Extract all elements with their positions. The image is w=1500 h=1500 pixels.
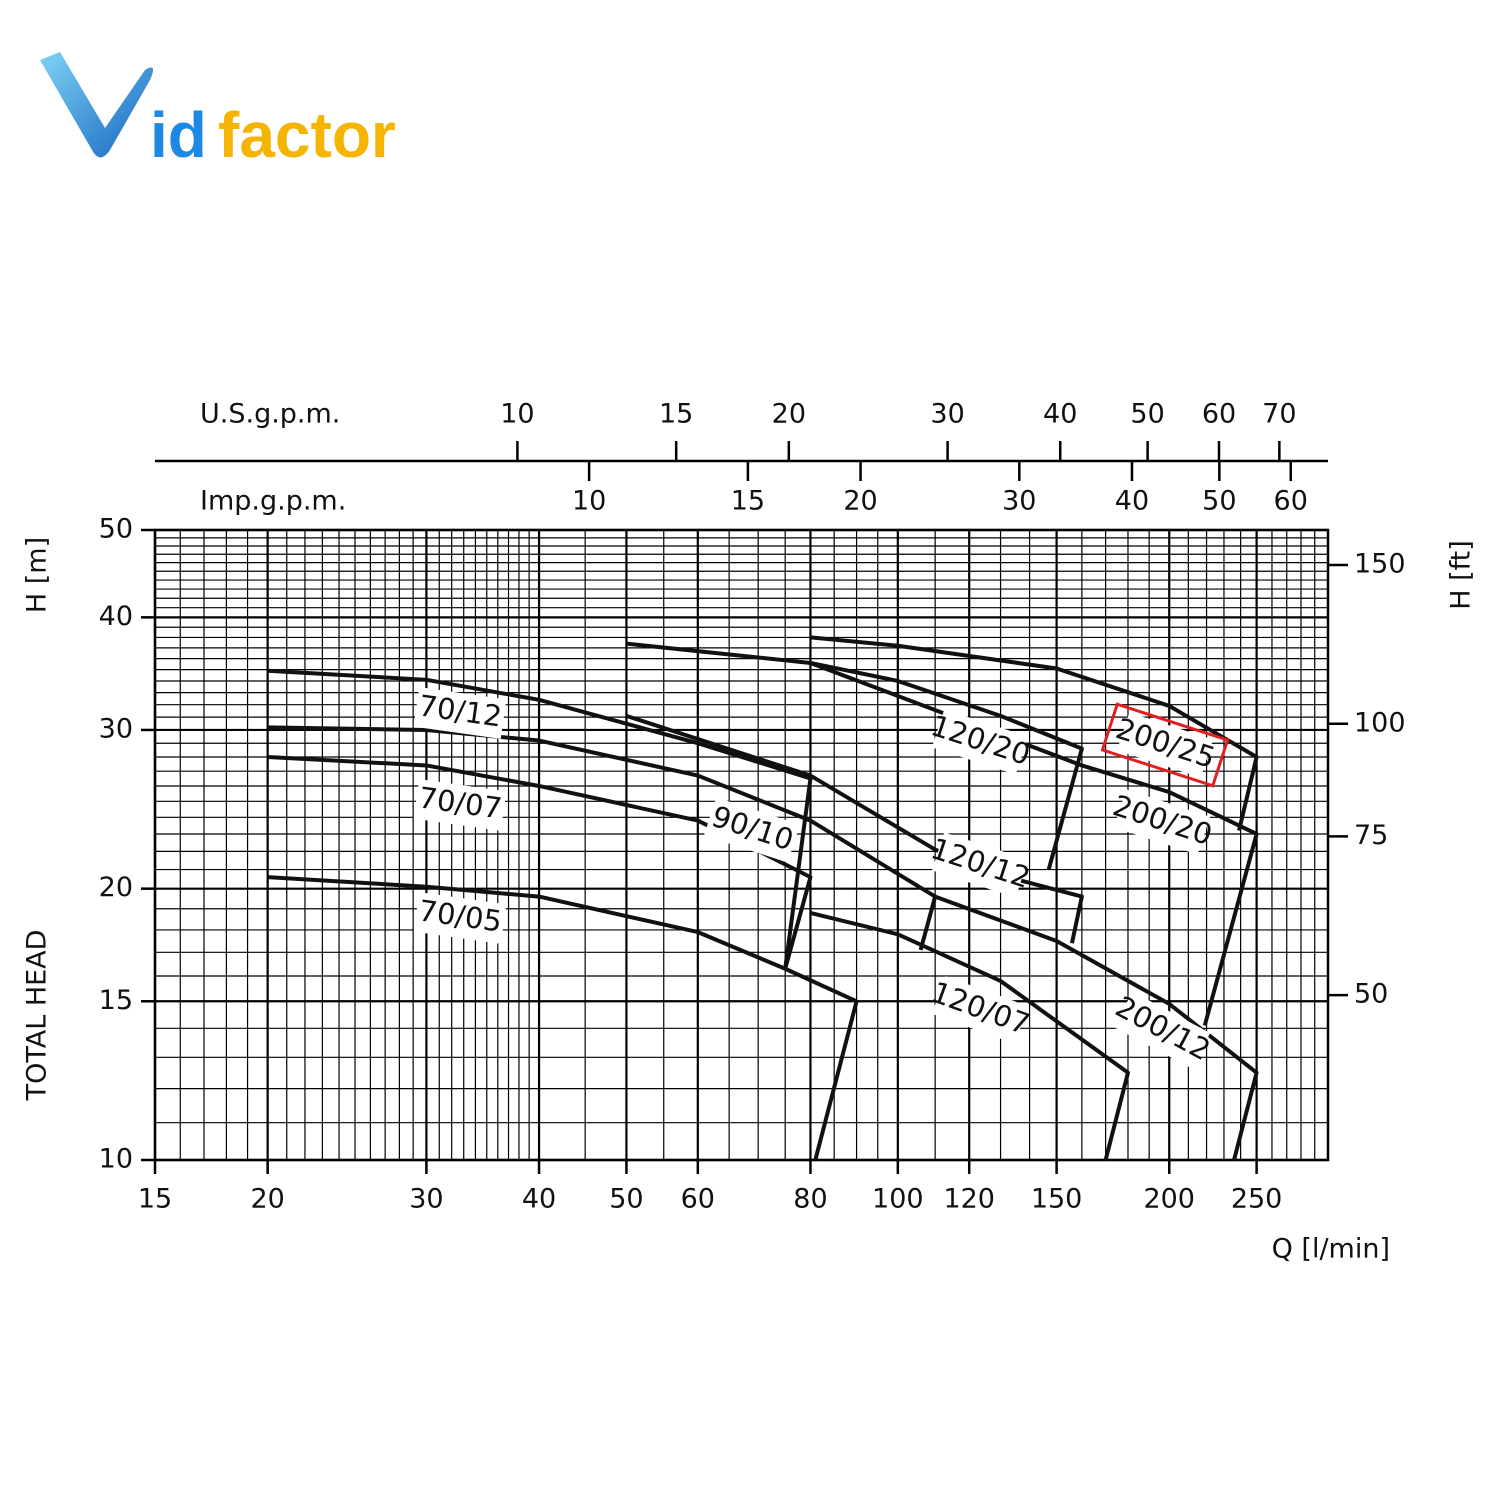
pump-curve (267, 668, 813, 970)
top-tick-label: 50 (1202, 486, 1236, 517)
curve-label-bg (1116, 712, 1214, 778)
y-axis-label: H [m] (22, 537, 53, 613)
pump-curve (809, 910, 1130, 1161)
curve-label-bg (1113, 991, 1211, 1069)
x-tick-label: 15 (138, 1184, 172, 1215)
grid: 15 20 30 40 50 60 80 100 120 150 200 25010152030405… (99, 399, 1406, 1215)
top-tick-label: 40 (1115, 486, 1149, 517)
logo-text: id (150, 99, 207, 171)
pump-curve (626, 641, 1084, 871)
curve-label-group: 120/07 (927, 975, 1034, 1044)
logo-mark (40, 52, 154, 158)
curve-label-group: 200/25 (1100, 702, 1230, 788)
y-tick-label: 40 (99, 601, 133, 632)
y2-tick-label: 100 (1354, 707, 1406, 738)
x-tick-label: 40 (522, 1184, 556, 1215)
curve-label-bg (931, 976, 1029, 1044)
top-axis-label: U.S.g.p.m. (200, 399, 340, 430)
top-tick-label: 50 (1130, 399, 1164, 430)
y2-tick-label: 50 (1354, 979, 1388, 1010)
pump-curve (267, 875, 859, 1161)
pump-curve (267, 754, 813, 970)
top-tick-label: 30 (1002, 486, 1036, 517)
top-tick-label: 70 (1262, 399, 1296, 430)
y-tick-label: 15 (99, 985, 133, 1016)
x-tick-label: 100 (872, 1184, 924, 1215)
x-tick-label: 30 (409, 1184, 443, 1215)
top-tick-label: 10 (500, 399, 534, 430)
top-tick-label: 20 (843, 486, 877, 517)
x-tick-label: 150 (1031, 1184, 1083, 1215)
top-tick-label: 20 (772, 399, 806, 430)
logo-text: factor (218, 99, 396, 171)
top-tick-label: 60 (1202, 399, 1236, 430)
highlight-box (1100, 702, 1230, 788)
top-tick-label: 15 (659, 399, 693, 430)
y2-axis-label: H [ft] (1446, 540, 1477, 610)
top-tick-label: 60 (1274, 486, 1308, 517)
pump-curve (934, 894, 1259, 1161)
top-tick-label: 15 (731, 486, 765, 517)
curve-label-bg (1113, 789, 1211, 855)
curve-label-group: 70/07 (413, 779, 507, 831)
pump-curve (810, 635, 1259, 832)
curve-label-bg (413, 892, 507, 944)
curve-label-bg (413, 779, 507, 831)
y2-tick-label: 150 (1354, 549, 1406, 580)
top-tick-label: 10 (572, 486, 606, 517)
x-axis-label: Q [l/min] (1272, 1234, 1390, 1265)
x-tick-label: 250 (1231, 1184, 1283, 1215)
y2-tick-label: 75 (1354, 820, 1388, 851)
top-tick-label: 30 (930, 399, 964, 430)
curve-label-group: 200/20 (1109, 788, 1216, 855)
curve-label-group: 70/05 (413, 892, 507, 944)
x-tick-label: 200 (1143, 1184, 1195, 1215)
curve-label-bg (931, 709, 1029, 775)
top-axis-label: Imp.g.p.m. (200, 486, 346, 517)
curve-label-bg (413, 687, 507, 739)
y-tick-label: 10 (99, 1144, 133, 1175)
curve-label-bg (931, 832, 1029, 898)
curve-label-group: 70/12 (413, 687, 507, 739)
y-tick-label: 50 (99, 514, 133, 545)
x-tick-label: 120 (943, 1184, 995, 1215)
top-tick-label: 40 (1043, 399, 1077, 430)
x-tick-label: 60 (681, 1184, 715, 1215)
x-tick-label: 20 (250, 1184, 284, 1215)
x-tick-label: 50 (609, 1184, 643, 1215)
x-tick-label: 80 (793, 1184, 827, 1215)
curve-label-bg (703, 797, 801, 863)
y-axis-label: TOTAL HEAD (22, 930, 53, 1102)
logo: id factor (40, 52, 396, 171)
y-tick-label: 20 (99, 872, 133, 903)
y-tick-label: 30 (99, 713, 133, 744)
